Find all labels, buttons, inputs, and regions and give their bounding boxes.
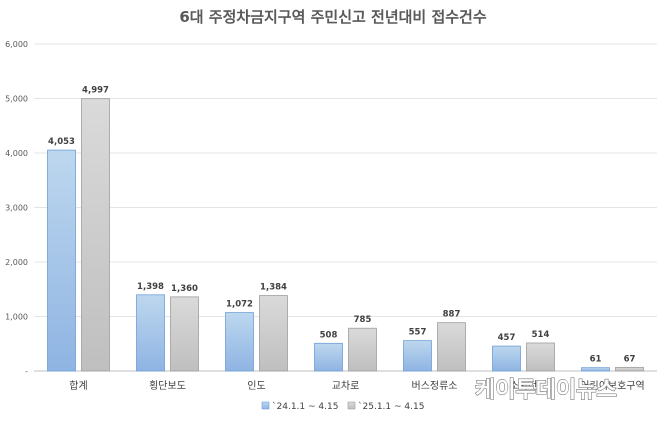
bar — [314, 342, 343, 372]
data-label: 1,360 — [171, 284, 198, 294]
y-tick-label: - — [25, 367, 28, 376]
bar — [259, 295, 288, 372]
data-label: 785 — [354, 315, 372, 325]
legend-label: `24.1.1 ~ 4.15 — [272, 401, 338, 412]
x-category-label: 교차로 — [332, 380, 360, 392]
data-label: 557 — [409, 328, 427, 338]
x-category-label: 소화전 — [510, 380, 538, 392]
y-tick-label: 1,000 — [5, 313, 28, 322]
data-label: 1,072 — [226, 300, 253, 310]
x-category-label: 인도 — [247, 380, 265, 392]
data-label: 508 — [320, 330, 338, 340]
data-label: 67 — [624, 354, 636, 364]
bar — [47, 149, 76, 372]
bar — [225, 312, 254, 372]
bar — [348, 327, 377, 372]
data-label: 887 — [443, 310, 461, 320]
data-label: 61 — [590, 355, 602, 365]
data-label: 514 — [532, 330, 550, 340]
watermark-text: 케이투데이뉴스 — [475, 378, 617, 403]
data-label: 4,053 — [48, 137, 75, 147]
bar — [492, 345, 521, 372]
legend-swatch — [347, 401, 356, 410]
bar — [136, 294, 165, 372]
x-category-label: 횡단보도 — [149, 380, 186, 392]
y-tick-label: 3,000 — [5, 204, 28, 213]
bar — [81, 98, 110, 372]
data-label: 4,997 — [82, 86, 109, 96]
y-tick-label: 6,000 — [5, 40, 28, 49]
bar — [526, 342, 555, 372]
bar — [437, 322, 466, 372]
bar — [403, 340, 432, 372]
x-category-label: 어린이보호구역 — [580, 380, 644, 392]
y-tick-label: 2,000 — [5, 258, 28, 267]
y-tick-label: 5,000 — [5, 95, 28, 104]
data-label: 1,384 — [260, 283, 287, 293]
bar — [615, 366, 644, 372]
data-label: 457 — [498, 333, 516, 343]
data-label: 1,398 — [137, 282, 164, 292]
legend-label: `25.1.1 ~ 4.15 — [358, 401, 424, 412]
chart-title: 6대 주정차금지구역 주민신고 전년대비 접수건수 — [179, 8, 487, 26]
y-tick-label: 4,000 — [5, 149, 28, 158]
legend-swatch — [261, 401, 270, 410]
x-category-label: 합계 — [69, 380, 87, 392]
x-category-label: 버스정류소 — [412, 380, 458, 392]
bar — [170, 296, 199, 372]
bar — [581, 367, 610, 372]
